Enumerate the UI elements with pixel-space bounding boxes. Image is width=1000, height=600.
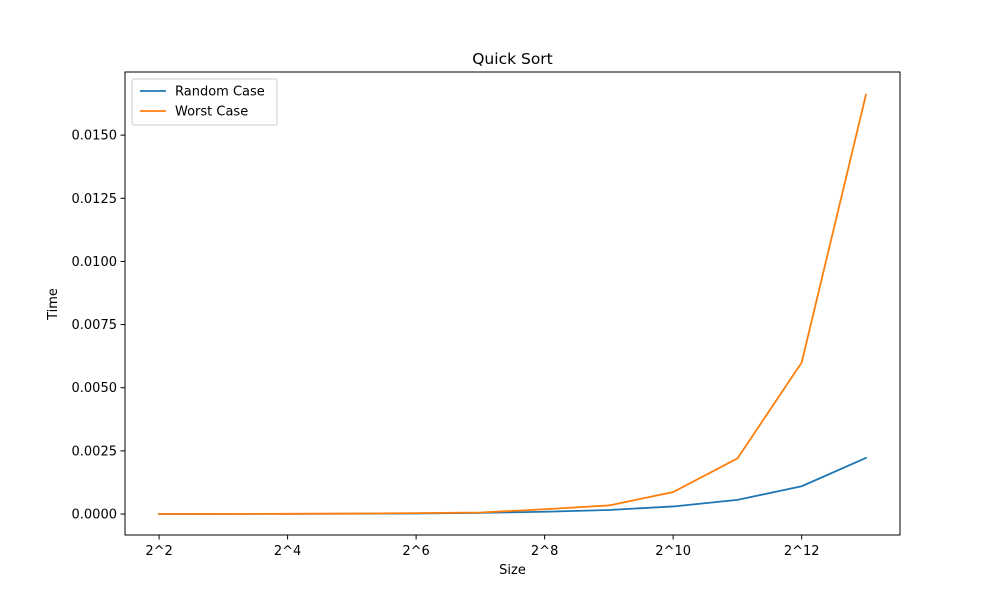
y-tick-label: 0.0050 bbox=[72, 381, 118, 396]
y-tick-label: 0.0025 bbox=[72, 444, 118, 459]
series-line-random-case bbox=[158, 456, 868, 515]
legend-label-random-case: Random Case bbox=[175, 85, 265, 100]
x-tick-label: 2^6 bbox=[402, 544, 429, 559]
x-tick-label: 2^8 bbox=[531, 544, 558, 559]
x-tick-label: 2^10 bbox=[655, 544, 691, 559]
y-tick-label: 0.0100 bbox=[72, 255, 118, 270]
x-tick-label: 2^12 bbox=[784, 544, 820, 559]
legend-label-worst-case: Worst Case bbox=[175, 105, 248, 120]
y-tick-label: 0.0125 bbox=[72, 192, 118, 207]
x-axis-title: Size bbox=[499, 563, 526, 578]
axes: 2^2 2^4 2^6 2^8 2^10 2^12 0.0000 0.0025 0.0050 0.… bbox=[72, 71, 901, 559]
x-tick-label: 2^4 bbox=[274, 544, 301, 559]
plot-area bbox=[158, 93, 868, 515]
y-tick-label: 0.0075 bbox=[72, 318, 118, 333]
series-line-worst-case bbox=[158, 93, 868, 515]
legend-box bbox=[131, 78, 278, 126]
chart-title: Quick Sort bbox=[472, 50, 553, 68]
y-axis-title: Time bbox=[46, 288, 61, 321]
axes-frame bbox=[124, 71, 901, 536]
y-tick-label: 0.0150 bbox=[72, 129, 118, 144]
y-tick-label: 0.0000 bbox=[72, 508, 118, 523]
legend: Random Case Worst Case bbox=[131, 78, 278, 126]
x-tick-label: 2^2 bbox=[145, 544, 172, 559]
